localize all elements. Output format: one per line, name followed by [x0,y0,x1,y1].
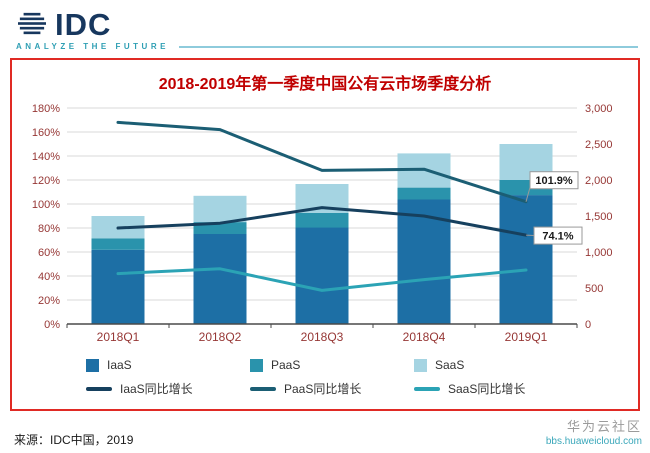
legend-label: PaaS [271,358,301,373]
iaas-growth-line-icon [86,386,112,391]
svg-text:160%: 160% [32,127,60,139]
chart-frame: 2018-2019年第一季度中国公有云市场季度分析 0% 20% 40% 60% 80%… [10,58,640,412]
legend-item-saas-growth: SaaS同比增长 [414,380,564,397]
paas-swatch-icon [250,358,263,372]
svg-text:120%: 120% [32,175,60,187]
watermark: 华为云社区 bbs.huaweicloud.com [546,419,642,448]
iaas-swatch-icon [86,358,99,372]
chart-legend: IaaS PaaS SaaS IaaS同比增长 PaaS同比 [16,354,634,401]
idc-logo: IDC [16,7,638,42]
svg-text:2,000: 2,000 [585,175,613,187]
paas-growth-line-icon [250,386,276,391]
svg-text:2019Q1: 2019Q1 [505,330,548,344]
legend-item-paas-growth: PaaS同比增长 [250,380,400,397]
svg-text:2018Q1: 2018Q1 [97,330,140,344]
watermark-url: bbs.huaweicloud.com [545,435,642,447]
watermark-community: 华为云社区 [566,419,642,435]
saas-growth-line-icon [414,386,440,391]
legend-item-iaas: IaaS [86,358,236,372]
chart-title: 2018-2019年第一季度中国公有云市场季度分析 [158,76,492,94]
legend-row-bars: IaaS PaaS SaaS [16,354,634,376]
legend-label: SaaS [435,358,465,373]
public-cloud-combo-chart: 0% 20% 40% 60% 80% 100% 120% 140% 160% 180% 0 500 1,… [32,103,613,344]
svg-text:40%: 40% [38,271,60,283]
header-rule [178,45,638,48]
svg-text:180%: 180% [32,103,60,115]
legend-label: SaaS同比增长 [448,382,526,397]
svg-text:60%: 60% [38,247,60,259]
svg-text:74.1%: 74.1% [542,231,573,243]
footer: 来源：IDC中国，2019 华为云社区 bbs.huaweicloud.com [0,411,650,448]
legend-label: IaaS同比增长 [120,382,193,397]
idc-logo-icon [18,12,46,34]
svg-text:2018Q2: 2018Q2 [199,330,242,344]
svg-text:1,000: 1,000 [585,247,613,259]
saas-swatch-icon [414,358,427,372]
idc-logo-text: IDC [55,7,112,42]
idc-header: IDC ANALYZE THE FUTURE [0,0,650,51]
svg-text:2018Q4: 2018Q4 [403,330,446,344]
legend-item-paas: PaaS [250,358,400,372]
svg-text:2018Q3: 2018Q3 [301,330,344,344]
source-note: 来源：IDC中国，2019 [14,433,134,448]
svg-text:0%: 0% [44,319,60,331]
legend-label: IaaS [107,358,132,373]
legend-item-iaas-growth: IaaS同比增长 [86,380,236,397]
legend-item-saas: SaaS [414,358,564,372]
idc-tagline: ANALYZE THE FUTURE [16,42,169,52]
svg-text:20%: 20% [38,295,60,307]
svg-text:101.9%: 101.9% [535,176,573,188]
legend-row-lines: IaaS同比增长 PaaS同比增长 SaaS同比增长 [16,376,634,401]
svg-text:2,500: 2,500 [585,139,613,151]
legend-label: PaaS同比增长 [284,382,362,397]
svg-text:100%: 100% [32,199,60,211]
svg-text:1,500: 1,500 [585,211,613,223]
svg-text:80%: 80% [38,223,60,235]
svg-text:3,000: 3,000 [585,103,613,115]
svg-text:0: 0 [585,319,591,331]
svg-text:500: 500 [585,283,603,295]
svg-text:140%: 140% [32,151,60,163]
